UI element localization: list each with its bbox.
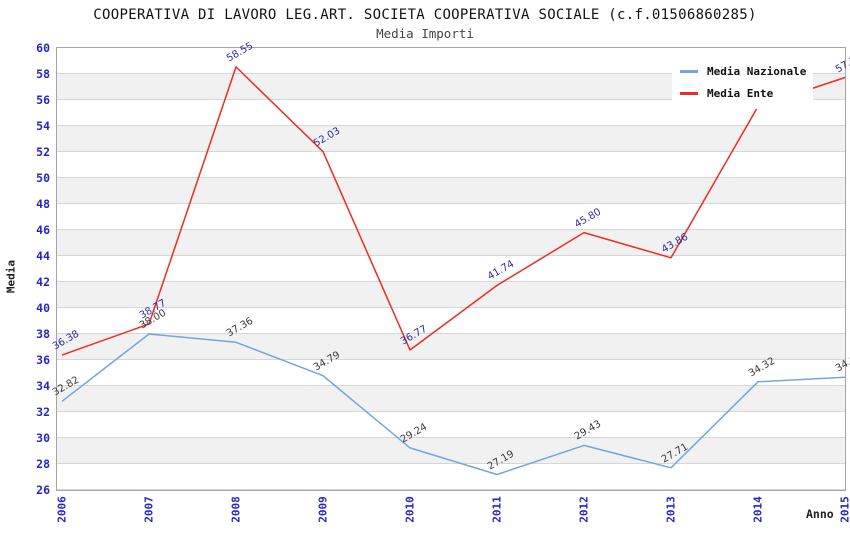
y-tick-label: 28 [36,457,50,471]
y-tick-label: 48 [36,197,50,211]
y-tick-label: 56 [36,93,50,107]
y-axis-title: Media [4,259,18,294]
y-tick-label: 42 [36,275,50,289]
legend-label: Media Ente [707,86,774,100]
y-tick-label: 44 [36,249,50,263]
y-tick-label: 36 [36,353,50,367]
legend-swatch-icon [680,69,698,73]
y-tick-label: 58 [36,67,50,81]
x-tick-label: 2012 [577,496,591,523]
y-tick-label: 60 [36,41,50,55]
y-tick-label: 32 [36,405,50,419]
x-tick-label: 2014 [751,496,765,523]
series-line-media-ente [61,66,846,356]
y-tick-label: 38 [36,327,50,341]
chart-title: COOPERATIVA DI LAVORO LEG.ART. SOCIETA C… [93,7,757,23]
x-tick-label: 2006 [55,496,69,523]
x-tick-label: 2010 [403,496,417,523]
legend: Media Nazionale Media Ente [672,55,813,109]
y-tick-label: 52 [36,145,50,159]
series-line-media-nazionale [61,333,846,476]
x-axis-title: Anno [806,507,834,521]
x-tick-label: 2015 [838,496,850,523]
x-tick-label: 2013 [664,496,678,523]
y-tick-label: 46 [36,223,50,237]
line-series-svg [61,66,846,476]
x-tick-label: 2007 [142,496,156,523]
y-tick-label: 34 [36,379,50,393]
x-tick-label: 2008 [229,496,243,523]
y-tick-label: 30 [36,431,50,445]
x-tick-label: 2009 [316,496,330,523]
chart-subtitle: Media Importi [376,26,474,41]
legend-item-media-nazionale: Media Nazionale [680,60,813,82]
y-tick-label: 40 [36,301,50,315]
legend-item-media-ente: Media Ente [680,82,813,104]
y-tick-label: 50 [36,171,50,185]
y-tick-label: 26 [36,483,50,497]
x-tick-label: 2011 [490,496,504,523]
plot-area: Media Nazionale Media Ente 32.82 38.00 37.3… [51,40,850,491]
y-tick-label: 54 [36,119,50,133]
legend-swatch-icon [680,91,698,95]
legend-label: Media Nazionale [707,64,807,78]
